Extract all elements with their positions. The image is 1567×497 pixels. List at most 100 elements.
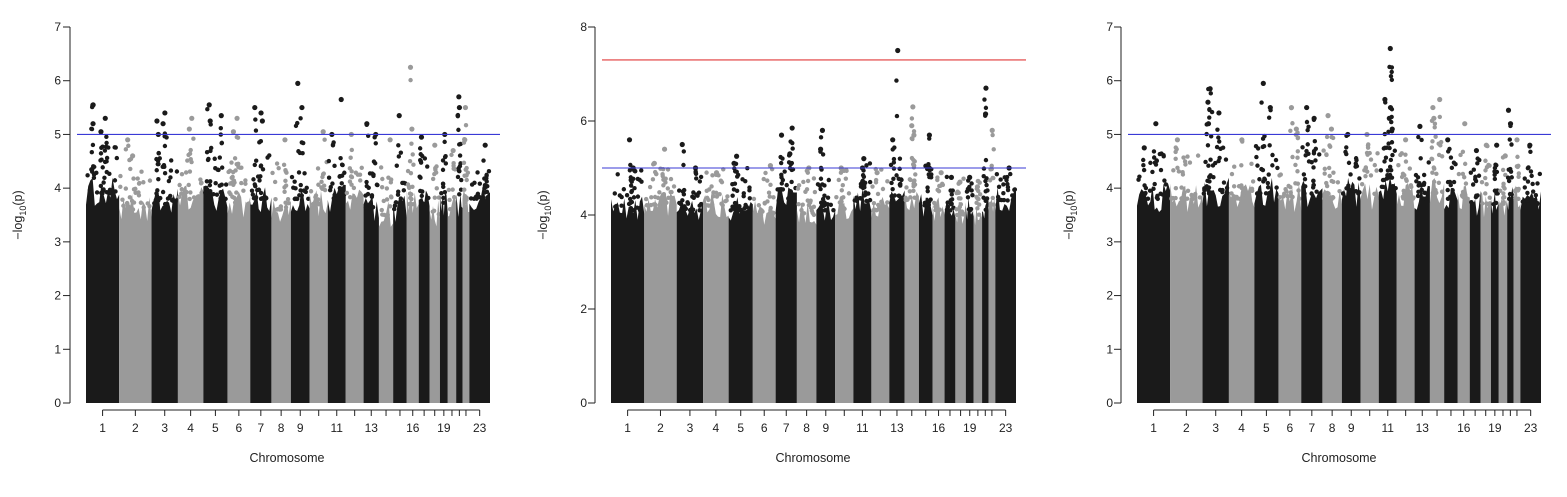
snp-point <box>1182 190 1187 195</box>
snp-point <box>1365 152 1370 157</box>
snp-point <box>169 158 174 163</box>
snp-point <box>1322 166 1328 172</box>
snp-point <box>984 196 990 201</box>
snp-point <box>1450 188 1455 193</box>
snp-point <box>737 204 742 209</box>
x-axis: 1 2 3 4 5 6 7 8 9 11 13 16 19 23 <box>624 409 1013 435</box>
snp-point <box>818 186 823 192</box>
chromosome-5-dense-band <box>1254 177 1279 403</box>
snp-point <box>1530 181 1535 187</box>
snp-point <box>232 156 238 161</box>
snp-point <box>1321 196 1327 201</box>
snp-point <box>482 190 488 195</box>
snp-point <box>991 147 996 152</box>
snp-point <box>967 184 972 190</box>
snp-point <box>990 175 995 181</box>
snp-point <box>145 201 150 206</box>
peak-point <box>160 121 166 127</box>
snp-point <box>907 177 913 182</box>
snp-point <box>1173 186 1179 191</box>
snp-point <box>123 186 129 191</box>
snp-point <box>199 180 204 186</box>
snp-point <box>1365 145 1371 150</box>
snp-point <box>1501 201 1506 206</box>
snp-point <box>486 169 492 174</box>
snp-point <box>969 181 974 186</box>
snp-point <box>1403 152 1408 157</box>
snp-point <box>928 197 933 202</box>
snp-point <box>342 170 347 175</box>
chromosome-18-points <box>1479 142 1493 403</box>
snp-point <box>1208 134 1214 139</box>
snp-point <box>104 155 110 161</box>
snp-point <box>1460 149 1466 154</box>
snp-point <box>373 161 378 166</box>
snp-point <box>319 179 324 185</box>
snp-point <box>1289 105 1294 111</box>
snp-point <box>671 202 676 208</box>
snp-point <box>801 211 807 216</box>
snp-point <box>1010 193 1015 198</box>
snp-point <box>1473 174 1478 180</box>
peak-point <box>1153 121 1159 127</box>
snp-point <box>858 195 863 201</box>
snp-point <box>733 161 739 167</box>
snp-point <box>867 161 873 166</box>
snp-point <box>1365 169 1370 174</box>
chromosome-21-dense-band <box>1507 187 1514 403</box>
snp-point <box>372 135 377 140</box>
snp-point <box>734 169 739 175</box>
chromosome-12-dense-band <box>871 196 890 403</box>
snp-point <box>177 194 182 200</box>
snp-point <box>1533 193 1539 198</box>
snp-point <box>113 145 118 150</box>
snp-point <box>1303 153 1308 158</box>
snp-point <box>1368 157 1374 162</box>
snp-point <box>1507 196 1512 202</box>
snp-point <box>252 162 257 168</box>
snp-point <box>644 203 649 208</box>
snp-point <box>241 188 246 193</box>
snp-point <box>965 188 970 193</box>
chromosome-2-dense-band <box>119 194 152 403</box>
snp-point <box>934 203 940 208</box>
snp-point <box>1208 157 1213 162</box>
snp-point <box>112 178 118 183</box>
x-axis-title: Chromosome <box>775 451 850 465</box>
snp-point <box>1383 100 1388 105</box>
snp-point <box>1389 119 1394 125</box>
snp-point <box>232 200 238 205</box>
snp-point <box>1171 168 1176 173</box>
snp-point <box>1309 191 1314 196</box>
x-tick-label: 7 <box>1308 421 1315 435</box>
chromosome-21-points <box>1505 107 1514 403</box>
snp-point <box>451 166 456 171</box>
snp-point <box>1140 195 1145 201</box>
snp-point <box>741 193 746 199</box>
snp-point <box>417 174 422 179</box>
chromosome-11-dense-band <box>327 184 346 403</box>
snp-point <box>826 177 831 183</box>
snp-point <box>1330 195 1336 200</box>
snp-point <box>206 156 211 162</box>
snp-point <box>637 177 642 183</box>
snp-point <box>1456 171 1462 177</box>
snp-point <box>690 208 695 213</box>
snp-point <box>218 196 223 201</box>
chromosome-17-dense-band <box>1469 191 1481 403</box>
snp-point <box>983 207 988 212</box>
chromosome-8-dense-band <box>796 201 817 403</box>
snp-point <box>442 139 447 145</box>
snp-point <box>970 192 975 198</box>
snp-point <box>94 190 100 195</box>
snp-point <box>128 166 133 172</box>
snp-point <box>320 186 325 191</box>
y-tick-label: 4 <box>580 208 587 222</box>
snp-point <box>742 205 747 211</box>
chromosome-16-dense-band <box>1457 185 1470 403</box>
snp-point <box>1331 179 1336 184</box>
chromosome-3-points <box>1201 86 1230 403</box>
snp-point <box>1513 196 1518 201</box>
snp-point <box>1409 196 1414 201</box>
snp-point <box>801 179 806 185</box>
